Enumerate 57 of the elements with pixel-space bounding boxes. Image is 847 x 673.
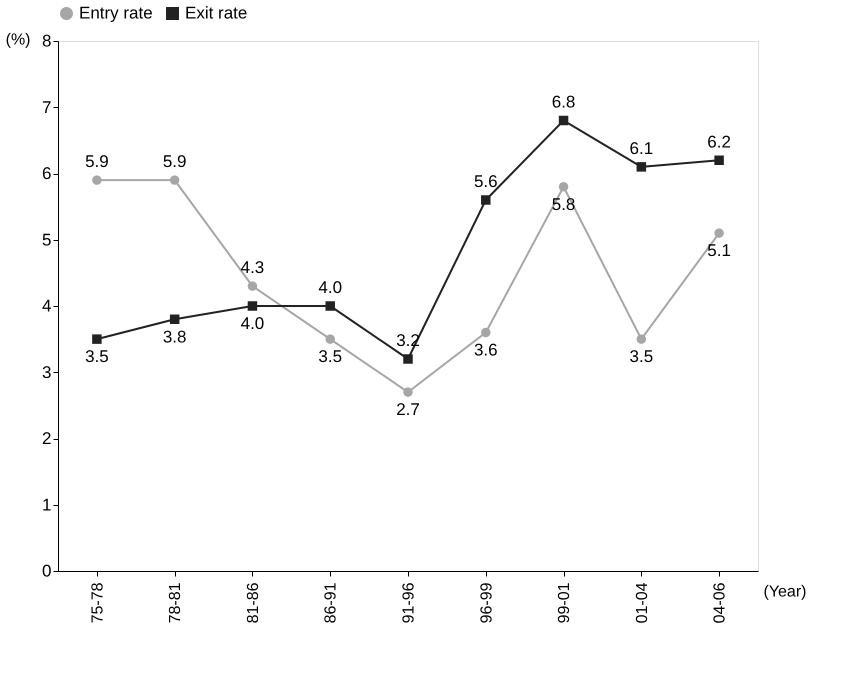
point [325,301,335,311]
point [636,334,646,344]
data-label: 5.8 [552,194,576,214]
y-tick-label: 2 [42,429,52,448]
point [403,387,413,397]
x-tick-label: 96-99 [478,582,496,624]
point [636,162,646,172]
legend-label: Entry rate [79,4,153,23]
y-tick-label: 6 [42,164,52,183]
point [558,182,568,192]
y-tick-label: 1 [42,495,52,514]
x-tick-label: 91-96 [400,582,418,624]
data-label: 3.5 [85,347,109,366]
x-tick-label: 75-78 [89,582,106,624]
data-label: 3.8 [162,327,186,346]
point [714,156,724,165]
data-label: 4.3 [240,258,264,278]
data-label: 3.5 [318,347,342,366]
point [325,334,335,344]
x-axis-title: (Year) [764,584,806,600]
point [481,195,491,205]
y-tick-label: 7 [42,98,52,117]
x-tick-label: 99-01 [556,582,574,624]
y-tick-label: 0 [42,562,52,580]
data-label: 3.6 [474,340,498,360]
point [248,281,258,291]
data-label: 5.6 [474,172,498,191]
y-tick-label: 5 [42,230,52,250]
y-axis-title: (%) [6,32,30,48]
point [92,334,102,344]
point [170,175,180,185]
point [714,228,724,238]
point [248,301,258,311]
data-label: 4.0 [318,278,342,297]
legend-label: Exit rate [185,4,248,23]
y-tick-label: 3 [42,362,52,382]
data-label: 5.1 [707,241,731,260]
x-tick-label: 01-04 [634,582,651,624]
data-label: 5.9 [85,152,109,172]
data-label: 6.2 [707,132,731,152]
point [92,175,102,185]
point [170,314,180,324]
data-label: 4.0 [240,314,264,333]
y-tick-label: 8 [42,32,52,50]
y-tick-label: 4 [42,296,52,316]
x-tick-label: 04-06 [712,582,729,624]
x-tick-label: 86-91 [322,582,340,624]
data-label: 3.5 [630,347,654,366]
x-tick-label: 81-86 [244,582,262,624]
data-label: 2.7 [396,400,420,420]
data-label: 6.1 [630,138,654,158]
x-tick-label: 78-81 [167,582,184,624]
data-label: 5.9 [162,152,186,172]
point [481,328,491,338]
point [403,354,413,364]
data-label: 6.8 [552,92,576,112]
point [558,116,568,126]
